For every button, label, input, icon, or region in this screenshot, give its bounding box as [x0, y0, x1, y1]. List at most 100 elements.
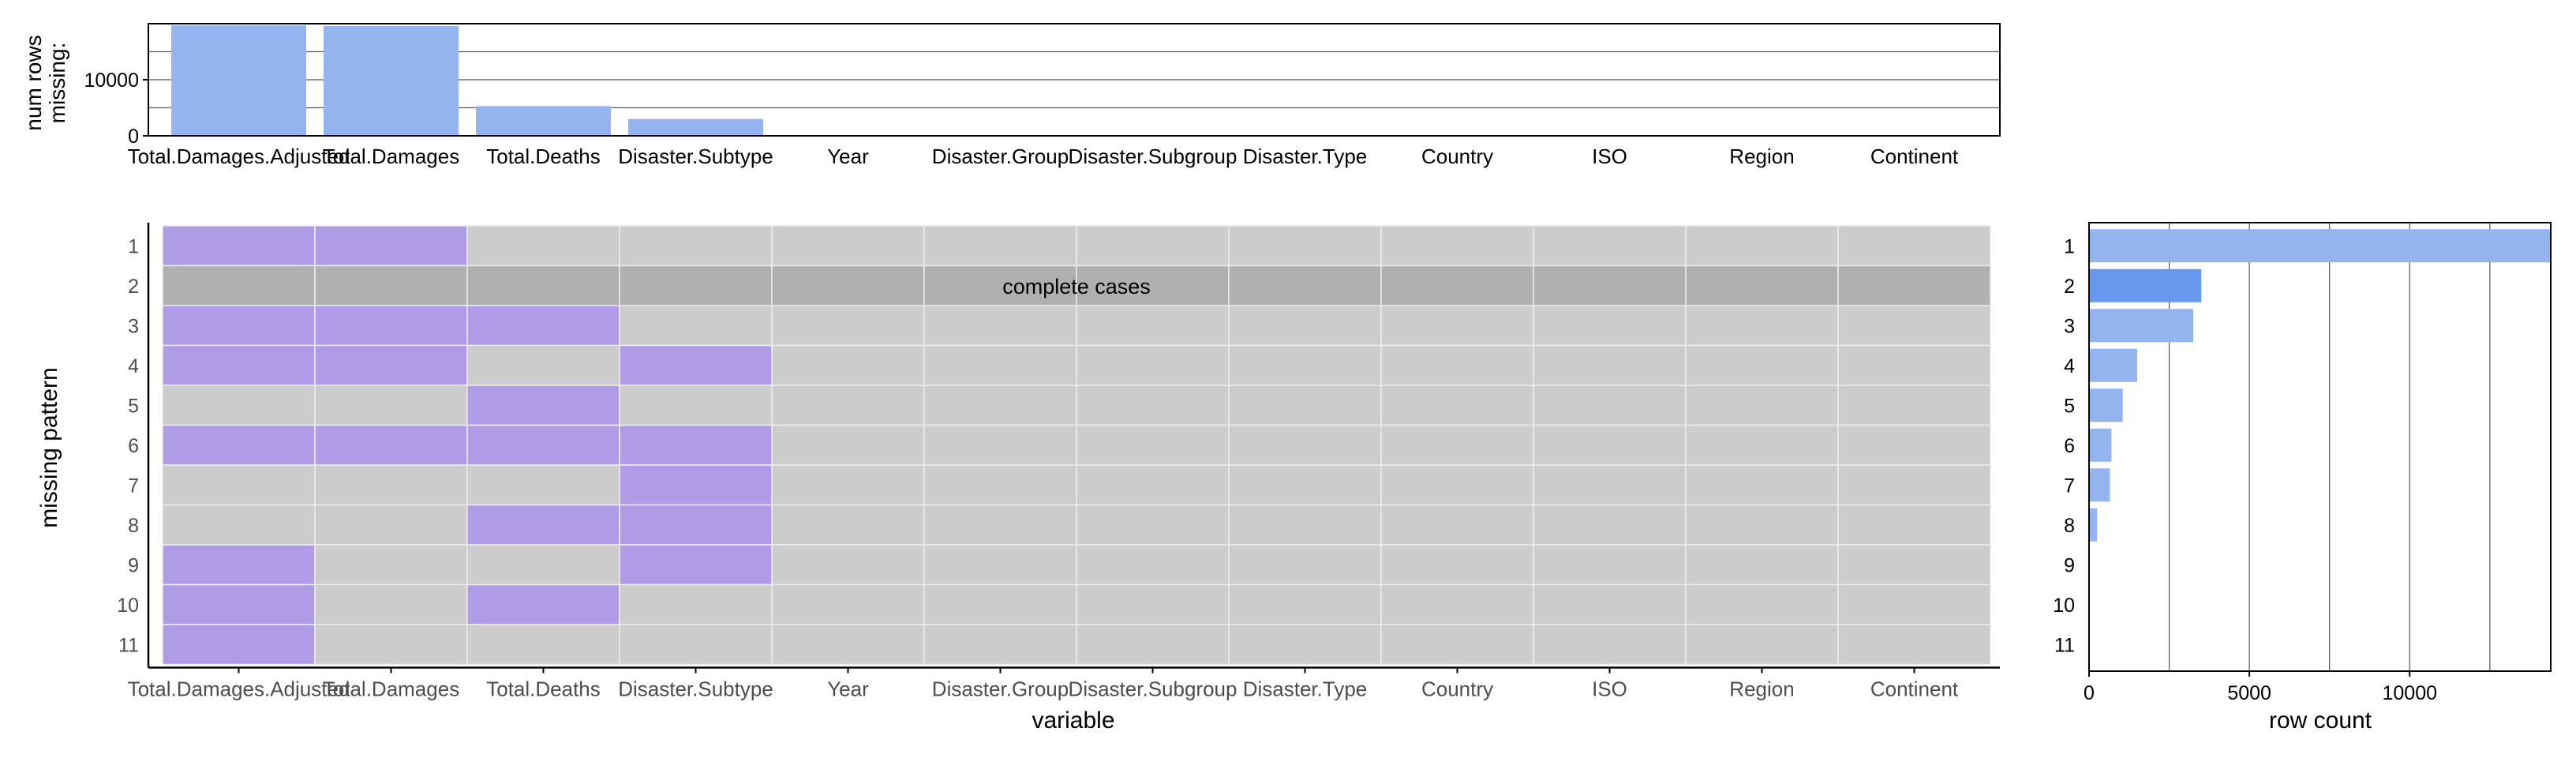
heatmap-cell-present: [162, 265, 316, 306]
top-x-tick-label: Total.Damages: [323, 144, 459, 168]
heatmap-cell-present: [1533, 265, 1687, 306]
heatmap-cell-present: [1837, 305, 1991, 347]
heatmap-cell-present: [1076, 544, 1230, 586]
heatmap-cell-present: [1533, 624, 1687, 666]
heatmap-cell-present: [1685, 265, 1839, 306]
heatmap-cell-present: [1533, 464, 1687, 506]
heatmap-cell-missing: [619, 344, 773, 386]
heatmap-cell-present: [1076, 305, 1230, 347]
heatmap-x-tick-label: Disaster.Subgroup: [1069, 677, 1237, 701]
heatmap-cell-present: [1380, 265, 1534, 306]
top-x-tick-label: Total.Damages.Adjusted: [128, 144, 350, 168]
heatmap-cell-present: [1380, 544, 1534, 586]
missing-count-bar-chart: 0 10000 Total.Damages.AdjustedTotal.Damage…: [84, 23, 2001, 168]
heatmap-x-tick-label: ISO: [1592, 677, 1627, 701]
heatmap-cell-present: [1533, 544, 1687, 586]
heatmap-cell-missing: [162, 225, 316, 267]
right-x-tick-label: 5000: [2227, 682, 2271, 704]
heatmap-cell-present: [1076, 504, 1230, 546]
heatmap-cell-missing: [162, 305, 316, 347]
heatmap-cell-present: [1228, 504, 1382, 546]
right-y-tick-label: 4: [2064, 355, 2075, 377]
right-bar: [2089, 508, 2098, 542]
heatmap-cell-present: [314, 624, 468, 666]
heatmap-cell-present: [1076, 424, 1230, 466]
right-bar: [2089, 309, 2194, 343]
right-y-tick-label: 3: [2064, 315, 2075, 337]
heatmap-y-axis-label: missing pattern: [36, 367, 62, 527]
heatmap-cell-present: [771, 305, 925, 347]
heatmap-cell-present: [314, 265, 468, 306]
heatmap-cell-present: [314, 385, 468, 426]
heatmap-cell-present: [466, 464, 620, 506]
heatmap-cell-missing: [162, 584, 316, 625]
heatmap-cell-present: [1076, 344, 1230, 386]
heatmap-cell-missing: [314, 344, 468, 386]
heatmap-y-tick-label: 4: [128, 355, 139, 377]
heatmap-cell-present: [923, 584, 1077, 625]
pattern-row-count-bar-chart: 1 2 3 4 5 6 7 8 9 10 11 0 5000 10000: [2053, 222, 2552, 704]
heatmap-cell-present: [1837, 424, 1991, 466]
heatmap-cell-present: [314, 544, 468, 586]
heatmap-cell-present: [1837, 544, 1991, 586]
heatmap-cell-present: [619, 584, 773, 625]
heatmap-cell-present: [314, 584, 468, 625]
right-bar: [2089, 268, 2202, 302]
right-bar: [2089, 428, 2112, 462]
heatmap-cell-missing: [314, 424, 468, 466]
heatmap-cell-present: [923, 624, 1077, 666]
heatmap-cell-present: [466, 624, 620, 666]
heatmap-cell-present: [771, 424, 925, 466]
heatmap-cell-present: [1837, 624, 1991, 666]
heatmap-x-axis-label: variable: [1032, 707, 1114, 734]
right-y-tick-label: 7: [2064, 475, 2075, 497]
heatmap-cell-present: [1380, 464, 1534, 506]
top-x-tick-label: Year: [827, 144, 869, 168]
heatmap-cell-present: [162, 464, 316, 506]
heatmap-cell-present: [1076, 624, 1230, 666]
heatmap-cell-present: [771, 344, 925, 386]
heatmap-cell-present: [1228, 584, 1382, 625]
top-y-tick-label: 10000: [84, 69, 139, 92]
heatmap-cell-present: [1228, 305, 1382, 347]
heatmap-x-tick-label: Total.Damages: [323, 677, 459, 701]
heatmap-cell-present: [1380, 385, 1534, 426]
heatmap-cell-present: [1228, 464, 1382, 506]
heatmap-cell-missing: [314, 225, 468, 267]
heatmap-cell-present: [1380, 344, 1534, 386]
heatmap-cell-present: [1533, 344, 1687, 386]
heatmap-cell-present: [1685, 344, 1839, 386]
heatmap-cell-missing: [619, 504, 773, 546]
heatmap-cell-present: [1533, 385, 1687, 426]
heatmap-cell-present: [1533, 305, 1687, 347]
heatmap-cell-present: [1076, 385, 1230, 426]
heatmap-cell-present: [771, 624, 925, 666]
heatmap-x-tick-label: Disaster.Group: [932, 677, 1069, 701]
heatmap-cell-present: [1228, 265, 1382, 306]
top-x-tick-label: Continent: [1870, 144, 1959, 168]
heatmap-cell-missing: [466, 385, 620, 426]
heatmap-cell-missing: [466, 504, 620, 546]
heatmap-cell-present: [466, 544, 620, 586]
right-y-tick-label: 8: [2064, 515, 2075, 537]
heatmap-cell-present: [1685, 504, 1839, 546]
heatmap-cell-present: [923, 344, 1077, 386]
heatmap-cell-present: [1685, 225, 1839, 267]
heatmap-cell-present: [923, 544, 1077, 586]
heatmap-cell-missing: [162, 424, 316, 466]
heatmap-cell-present: [1685, 464, 1839, 506]
heatmap-cell-present: [1685, 584, 1839, 625]
heatmap-cell-present: [466, 344, 620, 386]
heatmap-cell-present: [314, 504, 468, 546]
heatmap-cell-present: [771, 385, 925, 426]
heatmap-cell-present: [1685, 544, 1839, 586]
heatmap-cell-present: [1228, 544, 1382, 586]
right-y-tick-label: 1: [2064, 235, 2075, 257]
heatmap-x-tick-label: Total.Deaths: [486, 677, 601, 701]
right-y-tick-label: 5: [2064, 395, 2075, 417]
right-y-tick-label: 9: [2064, 554, 2075, 576]
right-bar: [2089, 388, 2123, 422]
heatmap-cell-present: [923, 305, 1077, 347]
heatmap-cell-present: [1837, 504, 1991, 546]
